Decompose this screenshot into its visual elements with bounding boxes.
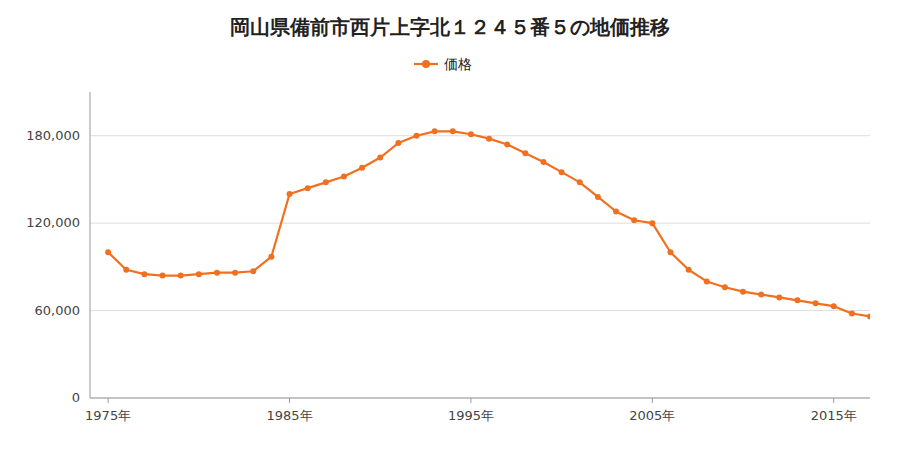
- point: [649, 220, 655, 226]
- point: [522, 150, 528, 156]
- point: [468, 131, 474, 137]
- point: [305, 185, 311, 191]
- x-tick: [289, 398, 290, 403]
- point: [287, 191, 293, 197]
- point: [414, 133, 420, 139]
- point: [341, 174, 347, 180]
- y-tick-label: 60,000: [35, 303, 81, 318]
- point: [359, 165, 365, 171]
- point: [704, 278, 710, 284]
- point: [559, 169, 565, 175]
- chart: 岡山県備前市西片上字北１２４５番５の地価推移 0 60,000 120,000 180,…: [0, 0, 900, 450]
- point: [250, 268, 256, 274]
- point: [686, 267, 692, 273]
- x-tick: [652, 398, 653, 403]
- point: [849, 310, 855, 316]
- point: [758, 292, 764, 298]
- point: [794, 297, 800, 303]
- y-tick-label: 0: [72, 390, 80, 405]
- x-tick-label: 2005年: [629, 408, 675, 423]
- point: [160, 273, 166, 279]
- point: [214, 270, 220, 276]
- y-tick-label: 180,000: [26, 128, 80, 143]
- line: [108, 131, 870, 316]
- point: [504, 141, 510, 147]
- x-tick-label: 1975年: [85, 408, 131, 423]
- plot-area: [105, 128, 870, 319]
- point: [377, 155, 383, 161]
- point: [813, 300, 819, 306]
- point: [667, 249, 673, 255]
- legend-marker: [422, 60, 430, 68]
- point: [486, 136, 492, 142]
- point: [196, 271, 202, 277]
- y-tick-label: 120,000: [26, 215, 80, 230]
- x-tick: [470, 398, 471, 403]
- legend: 価格: [414, 56, 472, 72]
- x-tick-label: 2015年: [811, 408, 857, 423]
- point: [577, 179, 583, 185]
- title: 岡山県備前市西片上字北１２４５番５の地価推移: [230, 15, 670, 39]
- x-tick-label: 1985年: [266, 408, 312, 423]
- point: [105, 249, 111, 255]
- point: [831, 303, 837, 309]
- point: [123, 267, 129, 273]
- point: [395, 140, 401, 146]
- x-tick-label: 1995年: [448, 408, 494, 423]
- point: [432, 128, 438, 134]
- grid-line: [90, 398, 870, 399]
- point: [631, 217, 637, 223]
- point: [450, 128, 456, 134]
- x-tick: [108, 398, 109, 403]
- point: [776, 294, 782, 300]
- point: [740, 289, 746, 295]
- grid-line: [90, 310, 870, 311]
- y-axis-line: [90, 92, 91, 398]
- point: [268, 254, 274, 260]
- x-tick: [833, 398, 834, 403]
- point: [540, 159, 546, 165]
- legend-label: 価格: [444, 56, 472, 72]
- point: [867, 313, 870, 319]
- point: [595, 194, 601, 200]
- grid: [90, 136, 870, 398]
- x-axis-line: [90, 398, 870, 399]
- point: [141, 271, 147, 277]
- point: [178, 273, 184, 279]
- point: [613, 208, 619, 214]
- grid-line: [90, 223, 870, 224]
- point: [323, 179, 329, 185]
- point: [722, 284, 728, 290]
- point: [232, 270, 238, 276]
- background: [0, 0, 900, 450]
